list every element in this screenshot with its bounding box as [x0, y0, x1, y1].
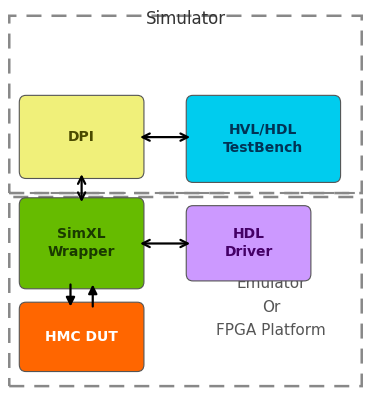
FancyBboxPatch shape	[19, 95, 144, 178]
FancyBboxPatch shape	[186, 206, 311, 281]
FancyBboxPatch shape	[19, 302, 144, 372]
Text: Simulator: Simulator	[145, 10, 226, 28]
Text: HVL/HDL
TestBench: HVL/HDL TestBench	[223, 123, 303, 155]
Text: Emulator
Or
FPGA Platform: Emulator Or FPGA Platform	[216, 277, 326, 338]
Text: DPI: DPI	[68, 130, 95, 144]
Text: SimXL
Wrapper: SimXL Wrapper	[48, 227, 115, 260]
FancyBboxPatch shape	[19, 198, 144, 289]
Text: HMC DUT: HMC DUT	[45, 330, 118, 344]
Text: HDL
Driver: HDL Driver	[224, 227, 273, 260]
FancyBboxPatch shape	[186, 95, 341, 182]
